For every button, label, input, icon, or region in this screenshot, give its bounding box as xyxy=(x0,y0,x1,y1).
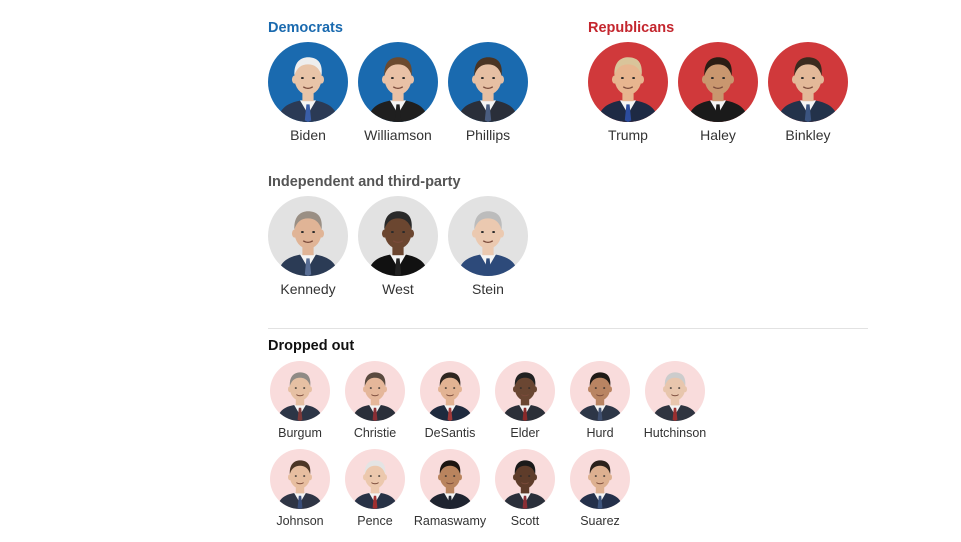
candidate-photo xyxy=(495,449,555,509)
candidate-scott[interactable]: Scott xyxy=(487,449,563,530)
candidate-photo xyxy=(420,449,480,509)
candidate-ramaswamy[interactable]: Ramaswamy xyxy=(412,449,488,530)
candidate-name: Stein xyxy=(472,281,504,297)
portrait-graphic xyxy=(277,57,339,122)
candidate-name: Pence xyxy=(357,514,393,528)
candidate-pence[interactable]: Pence xyxy=(337,449,413,530)
candidate-suarez[interactable]: Suarez xyxy=(562,449,638,530)
candidate-photo xyxy=(268,42,348,122)
candidate-photo xyxy=(420,361,480,421)
candidate-photo xyxy=(570,361,630,421)
candidate-phillips[interactable]: Phillips xyxy=(443,42,533,144)
candidate-west[interactable]: West xyxy=(353,196,443,298)
candidate-photo xyxy=(270,361,330,421)
portrait-graphic xyxy=(652,372,698,421)
portrait-graphic xyxy=(577,460,623,509)
candidate-name: West xyxy=(382,281,414,297)
candidate-kennedy[interactable]: Kennedy xyxy=(263,196,353,298)
candidate-photo xyxy=(768,42,848,122)
candidate-name: Biden xyxy=(290,127,326,143)
portrait-graphic xyxy=(352,460,398,509)
candidate-photo xyxy=(588,42,668,122)
candidate-name: Phillips xyxy=(465,127,511,143)
candidate-name: Hutchinson xyxy=(643,426,707,440)
portrait-graphic xyxy=(367,57,429,122)
candidate-name: Suarez xyxy=(580,514,620,528)
candidate-name: Haley xyxy=(700,127,736,143)
candidate-photo xyxy=(645,361,705,421)
portrait-graphic xyxy=(577,372,623,421)
portrait-graphic xyxy=(457,211,519,276)
candidate-photo xyxy=(570,449,630,509)
candidate-haley[interactable]: Haley xyxy=(673,42,763,144)
candidate-williamson[interactable]: Williamson xyxy=(353,42,443,144)
candidate-name: Hurd xyxy=(586,426,614,440)
candidate-photo xyxy=(345,361,405,421)
candidate-name: Ramaswamy xyxy=(413,514,487,528)
portrait-graphic xyxy=(502,460,548,509)
portrait-graphic xyxy=(277,211,339,276)
candidate-name: Burgum xyxy=(278,426,322,440)
candidate-binkley[interactable]: Binkley xyxy=(763,42,853,144)
candidate-stein[interactable]: Stein xyxy=(443,196,533,298)
candidate-biden[interactable]: Biden xyxy=(263,42,353,144)
candidate-photo xyxy=(448,42,528,122)
candidate-photo xyxy=(495,361,555,421)
candidate-desantis[interactable]: DeSantis xyxy=(412,361,488,442)
section-divider xyxy=(268,328,868,329)
candidate-photo xyxy=(358,42,438,122)
portrait-graphic xyxy=(457,57,519,122)
candidate-trump[interactable]: Trump xyxy=(583,42,673,144)
candidate-photo xyxy=(345,449,405,509)
portrait-graphic xyxy=(277,372,323,421)
republicans-heading: Republicans xyxy=(588,20,675,36)
candidate-elder[interactable]: Elder xyxy=(487,361,563,442)
portrait-graphic xyxy=(352,372,398,421)
portrait-graphic xyxy=(367,211,429,276)
candidate-name: Trump xyxy=(608,127,648,143)
candidate-name: Scott xyxy=(510,514,540,528)
portrait-graphic xyxy=(687,57,749,122)
candidate-johnson[interactable]: Johnson xyxy=(262,449,338,530)
candidate-photo xyxy=(358,196,438,276)
candidate-name: Elder xyxy=(510,426,540,440)
democrats-heading: Democrats xyxy=(268,20,343,36)
candidate-name: Binkley xyxy=(785,127,831,143)
candidate-name: Williamson xyxy=(364,127,432,143)
candidate-photo xyxy=(268,196,348,276)
portrait-graphic xyxy=(502,372,548,421)
portrait-graphic xyxy=(277,460,323,509)
candidate-photo xyxy=(448,196,528,276)
candidate-photo xyxy=(270,449,330,509)
portrait-graphic xyxy=(597,57,659,122)
candidate-hutchinson[interactable]: Hutchinson xyxy=(637,361,713,442)
portrait-graphic xyxy=(427,372,473,421)
candidate-name: Christie xyxy=(353,426,397,440)
candidate-hurd[interactable]: Hurd xyxy=(562,361,638,442)
candidate-name: Kennedy xyxy=(280,281,336,297)
independent-heading: Independent and third-party xyxy=(268,174,461,190)
candidate-burgum[interactable]: Burgum xyxy=(262,361,338,442)
candidate-photo xyxy=(678,42,758,122)
portrait-graphic xyxy=(427,460,473,509)
portrait-graphic xyxy=(777,57,839,122)
candidate-name: DeSantis xyxy=(424,426,476,440)
dropped-out-heading: Dropped out xyxy=(268,338,355,354)
candidate-christie[interactable]: Christie xyxy=(337,361,413,442)
candidate-name: Johnson xyxy=(276,514,324,528)
